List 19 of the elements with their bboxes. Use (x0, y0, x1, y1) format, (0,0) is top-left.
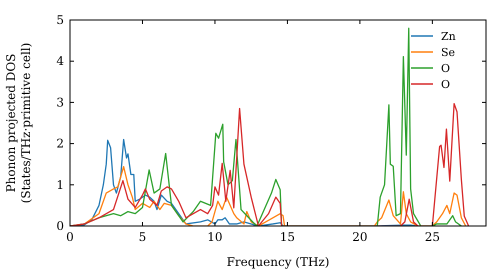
x-tick-label: 5 (138, 230, 146, 244)
legend-label: Se (441, 46, 456, 59)
x-tick-label: 15 (280, 230, 296, 244)
x-axis-title: Frequency (THz) (226, 255, 330, 269)
y-axis-title: Phonon projected DOS (States/THz·primitive cell) (4, 42, 33, 204)
y-tick-label: 1 (56, 178, 64, 192)
x-tick-label: 0 (66, 230, 74, 244)
y-tick-label: 4 (56, 54, 64, 68)
y-tick-label: 2 (56, 136, 64, 151)
legend-label: O (441, 62, 450, 75)
y-tick-label: 0 (56, 219, 64, 233)
legend-label: O (441, 78, 450, 91)
x-tick-label: 20 (352, 230, 368, 244)
y-tick-label: 3 (56, 95, 64, 110)
x-tick-label: 10 (207, 230, 223, 244)
x-tick-label: 25 (424, 230, 440, 244)
legend-label: Zn (441, 30, 456, 43)
line-series (70, 102, 470, 226)
y-tick-label: 5 (56, 13, 64, 27)
